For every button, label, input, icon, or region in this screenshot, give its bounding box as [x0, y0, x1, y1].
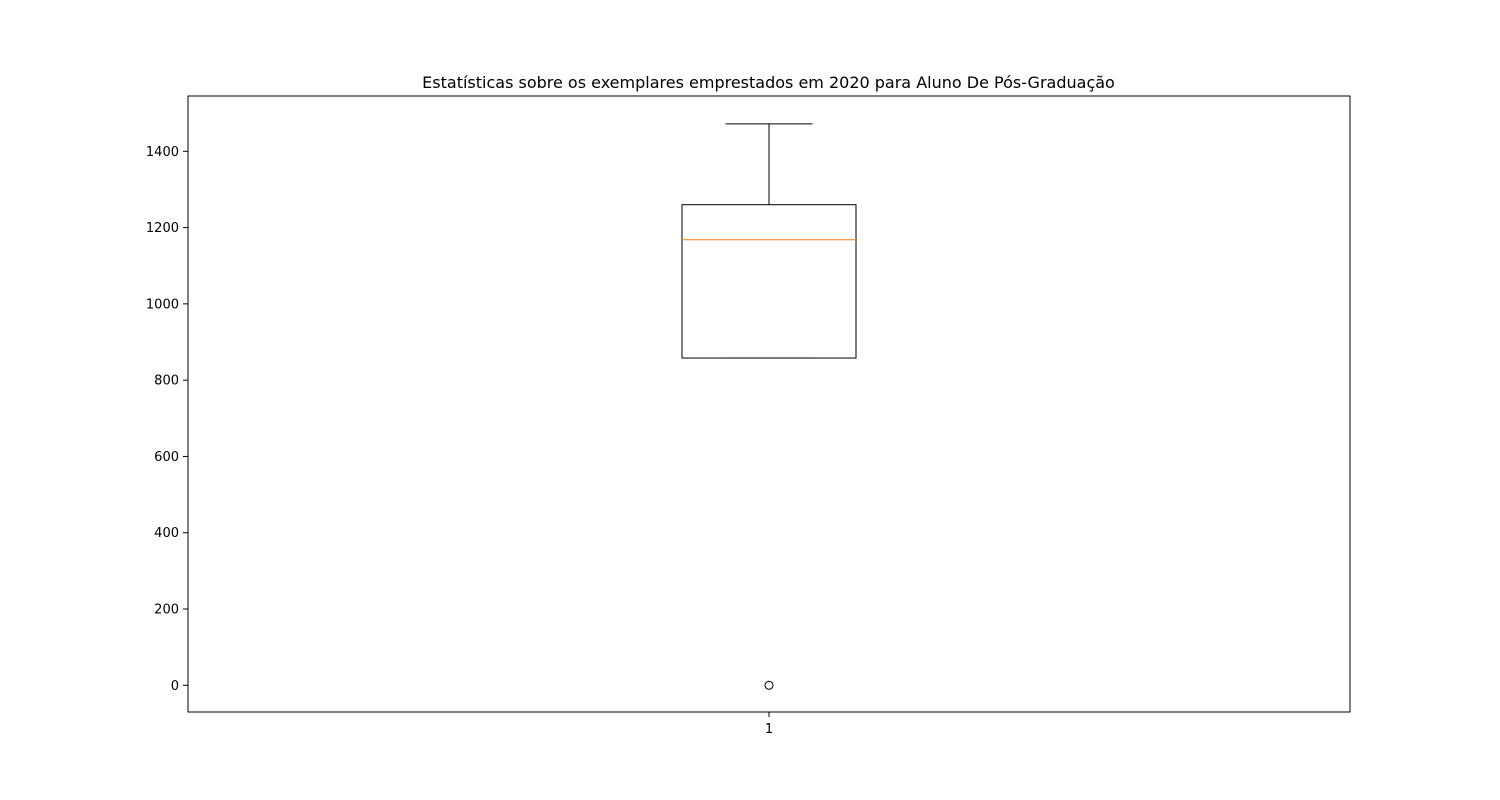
x-axis: 1	[765, 712, 773, 737]
y-tick-label: 1200	[146, 221, 179, 236]
y-tick-label: 800	[154, 374, 179, 389]
y-axis: 0 200 400 600 800 1000 1200 1400	[146, 145, 188, 694]
y-tick-label: 1000	[146, 297, 179, 312]
y-tick-label: 1400	[146, 145, 179, 160]
box-series	[681, 123, 857, 690]
box-body	[681, 204, 857, 359]
y-tick-label: 0	[171, 679, 179, 694]
x-tick-label: 1	[765, 722, 773, 737]
outlier-point	[764, 680, 774, 690]
y-tick-label: 200	[154, 603, 179, 618]
y-tick-label: 400	[154, 526, 179, 541]
y-tick-label: 600	[154, 450, 179, 465]
chart-title: Estatísticas sobre os exemplares emprest…	[422, 73, 1115, 92]
